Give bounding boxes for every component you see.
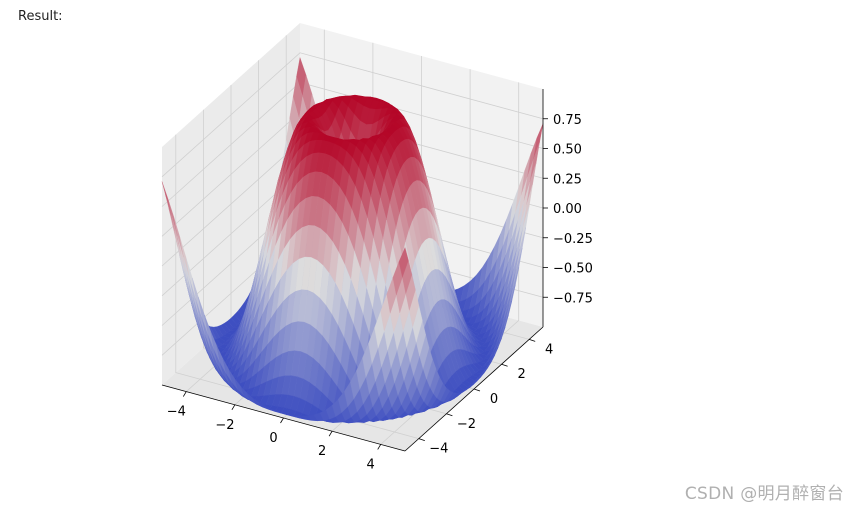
x-tick-label: −2	[215, 418, 234, 433]
x-tick-mark	[280, 417, 284, 424]
y-tick-label: −2	[457, 417, 476, 432]
result-label: Result:	[18, 9, 63, 24]
y-tick-mark	[529, 339, 536, 342]
x-tick-mark	[377, 444, 382, 450]
z-tick-label: −0.75	[553, 291, 593, 306]
watermark-text: CSDN @明月醉窗台	[684, 484, 844, 504]
x-tick-mark	[182, 391, 187, 397]
x-tick-mark	[328, 430, 333, 437]
x-tick-label: 2	[318, 444, 326, 459]
y-tick-mark	[473, 388, 481, 392]
z-tick-label: −0.50	[553, 262, 593, 277]
axis-ticks: −4 −2 0 2 4 −4 −2 0 2 4 0.75 0.50 0.25 0.00 −0.25 −0.50…	[167, 113, 593, 473]
x-tick-label: −4	[167, 405, 186, 420]
y-tick-label: 2	[517, 367, 525, 382]
z-tick-label: 0.50	[553, 143, 582, 158]
z-gridline	[161, 52, 544, 178]
y-tick-label: 0	[490, 392, 498, 407]
z-tick-label: 0.75	[553, 113, 582, 128]
y-tick-mark	[418, 438, 425, 441]
x-tick-label: 4	[367, 457, 375, 472]
x-tick-mark	[231, 404, 236, 411]
surface-mesh	[161, 56, 544, 424]
surface-facet	[398, 247, 409, 278]
z-tick-label: 0.25	[553, 172, 582, 187]
y-tick-label: 4	[545, 342, 553, 357]
y-tick-mark	[446, 413, 453, 417]
y-tick-label: −4	[429, 442, 448, 457]
z-tick-label: 0.00	[553, 202, 582, 217]
y-tick-mark	[501, 363, 508, 367]
z-tick-label: −0.25	[553, 232, 593, 247]
x-tick-label: 0	[269, 431, 277, 446]
